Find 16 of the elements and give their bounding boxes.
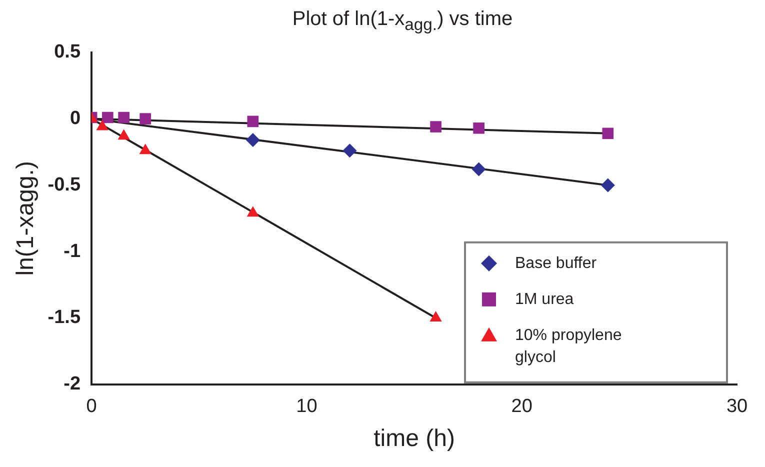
y-tick-label: -1.5 xyxy=(48,307,81,328)
x-axis-title: time (h) xyxy=(374,425,455,452)
legend-label: 10% propylene glycol xyxy=(515,326,622,366)
legend-label: 1M urea xyxy=(515,290,574,308)
chart-title: Plot of ln(1-x$_{agg.}$) vs time xyxy=(291,8,514,36)
x-tick-label: 30 xyxy=(726,396,748,418)
y-tick-label: 0.5 xyxy=(54,42,81,63)
y-axis-title: ln(1-xagg.) xyxy=(12,161,40,276)
y-tick-label: -0.5 xyxy=(48,174,81,196)
x-tick-label: 0 xyxy=(86,396,97,418)
y-tick-label: -2 xyxy=(64,374,81,395)
y-tick-label: 0 xyxy=(70,108,81,130)
legend-label: Base buffer xyxy=(515,254,598,272)
y-tick-label: -1 xyxy=(64,240,81,262)
x-tick-label: 20 xyxy=(511,396,532,418)
x-tick-label: 10 xyxy=(296,396,318,418)
